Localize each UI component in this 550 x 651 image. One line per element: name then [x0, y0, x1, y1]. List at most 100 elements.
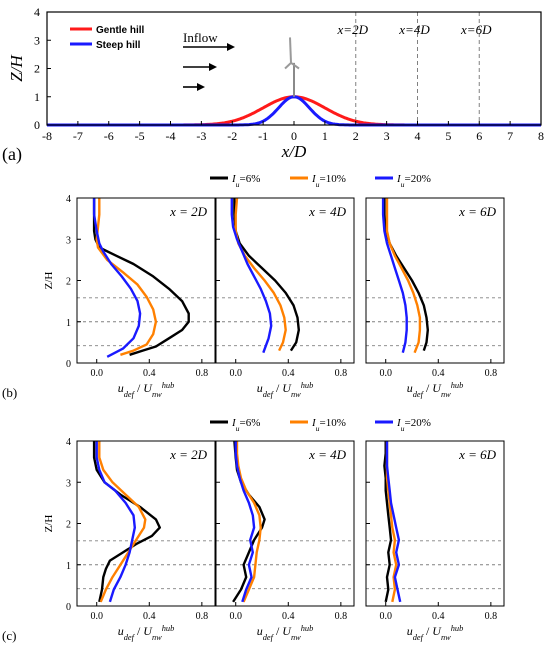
profile-line [92, 198, 190, 356]
profile-line [385, 198, 422, 354]
inflow-arrowhead [209, 63, 217, 71]
x-tick-label: 0.8 [196, 368, 209, 379]
y-tick-label: 0 [66, 602, 71, 613]
y-axis-label: Z/H [43, 272, 55, 290]
station-label: x=4D [398, 22, 430, 37]
legend-label: Iu=6% [231, 173, 260, 189]
x-tick-label: 2 [353, 129, 359, 143]
x-axis-label: udef / Unwhub [118, 381, 175, 399]
subplot-title: x = 2D [169, 447, 208, 462]
x-tick-label: 5 [445, 129, 451, 143]
inflow-arrowhead [197, 83, 205, 91]
x-tick-label: 0.4 [143, 611, 156, 622]
legend-label: Iu=10% [311, 173, 346, 189]
x-axis-label: udef / Unwhub [257, 381, 314, 399]
x-tick-label: -7 [73, 129, 83, 143]
profile-line [381, 198, 408, 353]
inflow-label: Inflow [183, 30, 218, 45]
profile-line [95, 441, 136, 603]
y-tick-label: 4 [34, 5, 40, 19]
panel-b-label: (b) [2, 385, 17, 400]
x-axis-label: udef / Unwhub [257, 624, 314, 642]
x-tick-label: 0.0 [229, 368, 242, 379]
x-tick-label: 0.4 [282, 368, 295, 379]
x-tick-label: 0.4 [282, 611, 295, 622]
x-tick-label: -3 [196, 129, 206, 143]
turbine-blade [284, 62, 292, 70]
y-tick-label: 0 [34, 118, 40, 132]
y-tick-label: 3 [34, 33, 40, 47]
x-axis-label: udef / Unwhub [118, 624, 175, 642]
y-tick-label: 0 [66, 359, 71, 370]
subplot-title: x = 4D [308, 204, 347, 219]
legend-label: Iu=6% [231, 417, 260, 433]
panel-a-hill-profiles: x=2D x=4D x=6D Inflow Gentle hill Steep hill -… [7, 5, 544, 161]
turbine-blade [289, 37, 292, 63]
x-tick-label: 4 [415, 129, 421, 143]
x-tick-label: 0.4 [143, 368, 156, 379]
profile-line [92, 441, 161, 603]
subplot-title: x = 4D [308, 447, 347, 462]
profile-line [233, 198, 300, 352]
x-tick-label: 0.4 [432, 611, 445, 622]
x-tick-label: -1 [258, 129, 268, 143]
profile-line [383, 441, 393, 603]
profile-line [95, 198, 158, 356]
x-axis-label: udef / Unwhub [407, 624, 464, 642]
y-tick-label: 2 [66, 520, 71, 531]
x-tick-label: 1 [322, 129, 328, 143]
inflow-arrowhead [227, 43, 235, 51]
legend-label: Iu=10% [311, 417, 346, 433]
x-tick-label: 0.8 [335, 611, 348, 622]
subplot-title: x = 2D [169, 204, 208, 219]
panel-b-velocity-deficit: Iu=6% Iu=10% Iu=20% x = 2D 0.0 0.4 0.8 0 1 2 3 4 ude… [43, 173, 505, 399]
profile-line [92, 198, 142, 358]
x-tick-label: 7 [507, 129, 513, 143]
y-tick-label: 4 [66, 194, 71, 205]
legend-label: Iu=20% [396, 417, 431, 433]
profile-line [235, 441, 262, 603]
station-label: x=2D [337, 22, 369, 37]
y-tick-label: 4 [66, 437, 71, 448]
x-axis-label: x/D [281, 142, 307, 161]
profile-line [385, 441, 402, 603]
x-tick-label: -8 [42, 129, 52, 143]
hill-curve-gentle [47, 95, 541, 127]
panel-c-velocity-deficit: Iu=6% Iu=10% Iu=20% x = 2D 0.0 0.4 0.8 0 1 2 3 4 ude… [43, 417, 505, 642]
x-tick-label: 0.8 [196, 611, 209, 622]
profile-line [383, 198, 429, 351]
legend-label: Iu=20% [396, 173, 431, 189]
subplot-title: x = 6D [458, 447, 497, 462]
y-axis-label: Z/H [43, 515, 55, 533]
panel-a-label: (a) [2, 144, 22, 165]
y-tick-label: 1 [66, 318, 71, 329]
x-tick-label: 8 [538, 129, 544, 143]
x-tick-label: -6 [104, 129, 114, 143]
x-tick-label: -2 [227, 129, 237, 143]
y-axis-label: Z/H [7, 54, 26, 82]
x-tick-label: 0.8 [335, 368, 348, 379]
y-tick-label: 1 [34, 90, 40, 104]
profile-line [234, 441, 256, 603]
turbine-blade [290, 62, 300, 70]
subplot-title: x = 6D [458, 204, 497, 219]
x-tick-label: 0.8 [485, 611, 498, 622]
x-tick-label: 0.0 [229, 611, 242, 622]
x-tick-label: -4 [166, 129, 176, 143]
x-tick-label: 0.4 [432, 368, 445, 379]
x-tick-label: 0.0 [379, 368, 392, 379]
profile-line [98, 441, 147, 603]
x-tick-label: -5 [135, 129, 145, 143]
y-tick-label: 3 [66, 235, 71, 246]
y-tick-label: 2 [34, 62, 40, 76]
x-tick-label: 0 [291, 129, 297, 143]
x-tick-label: 0.8 [485, 368, 498, 379]
legend-label: Steep hill [96, 40, 141, 51]
x-axis-label: udef / Unwhub [407, 381, 464, 399]
hill-curve-steep [47, 95, 541, 127]
profile-line [230, 198, 273, 354]
legend-label: Gentle hill [96, 25, 145, 36]
y-tick-label: 2 [66, 277, 71, 288]
y-tick-label: 1 [66, 561, 71, 572]
